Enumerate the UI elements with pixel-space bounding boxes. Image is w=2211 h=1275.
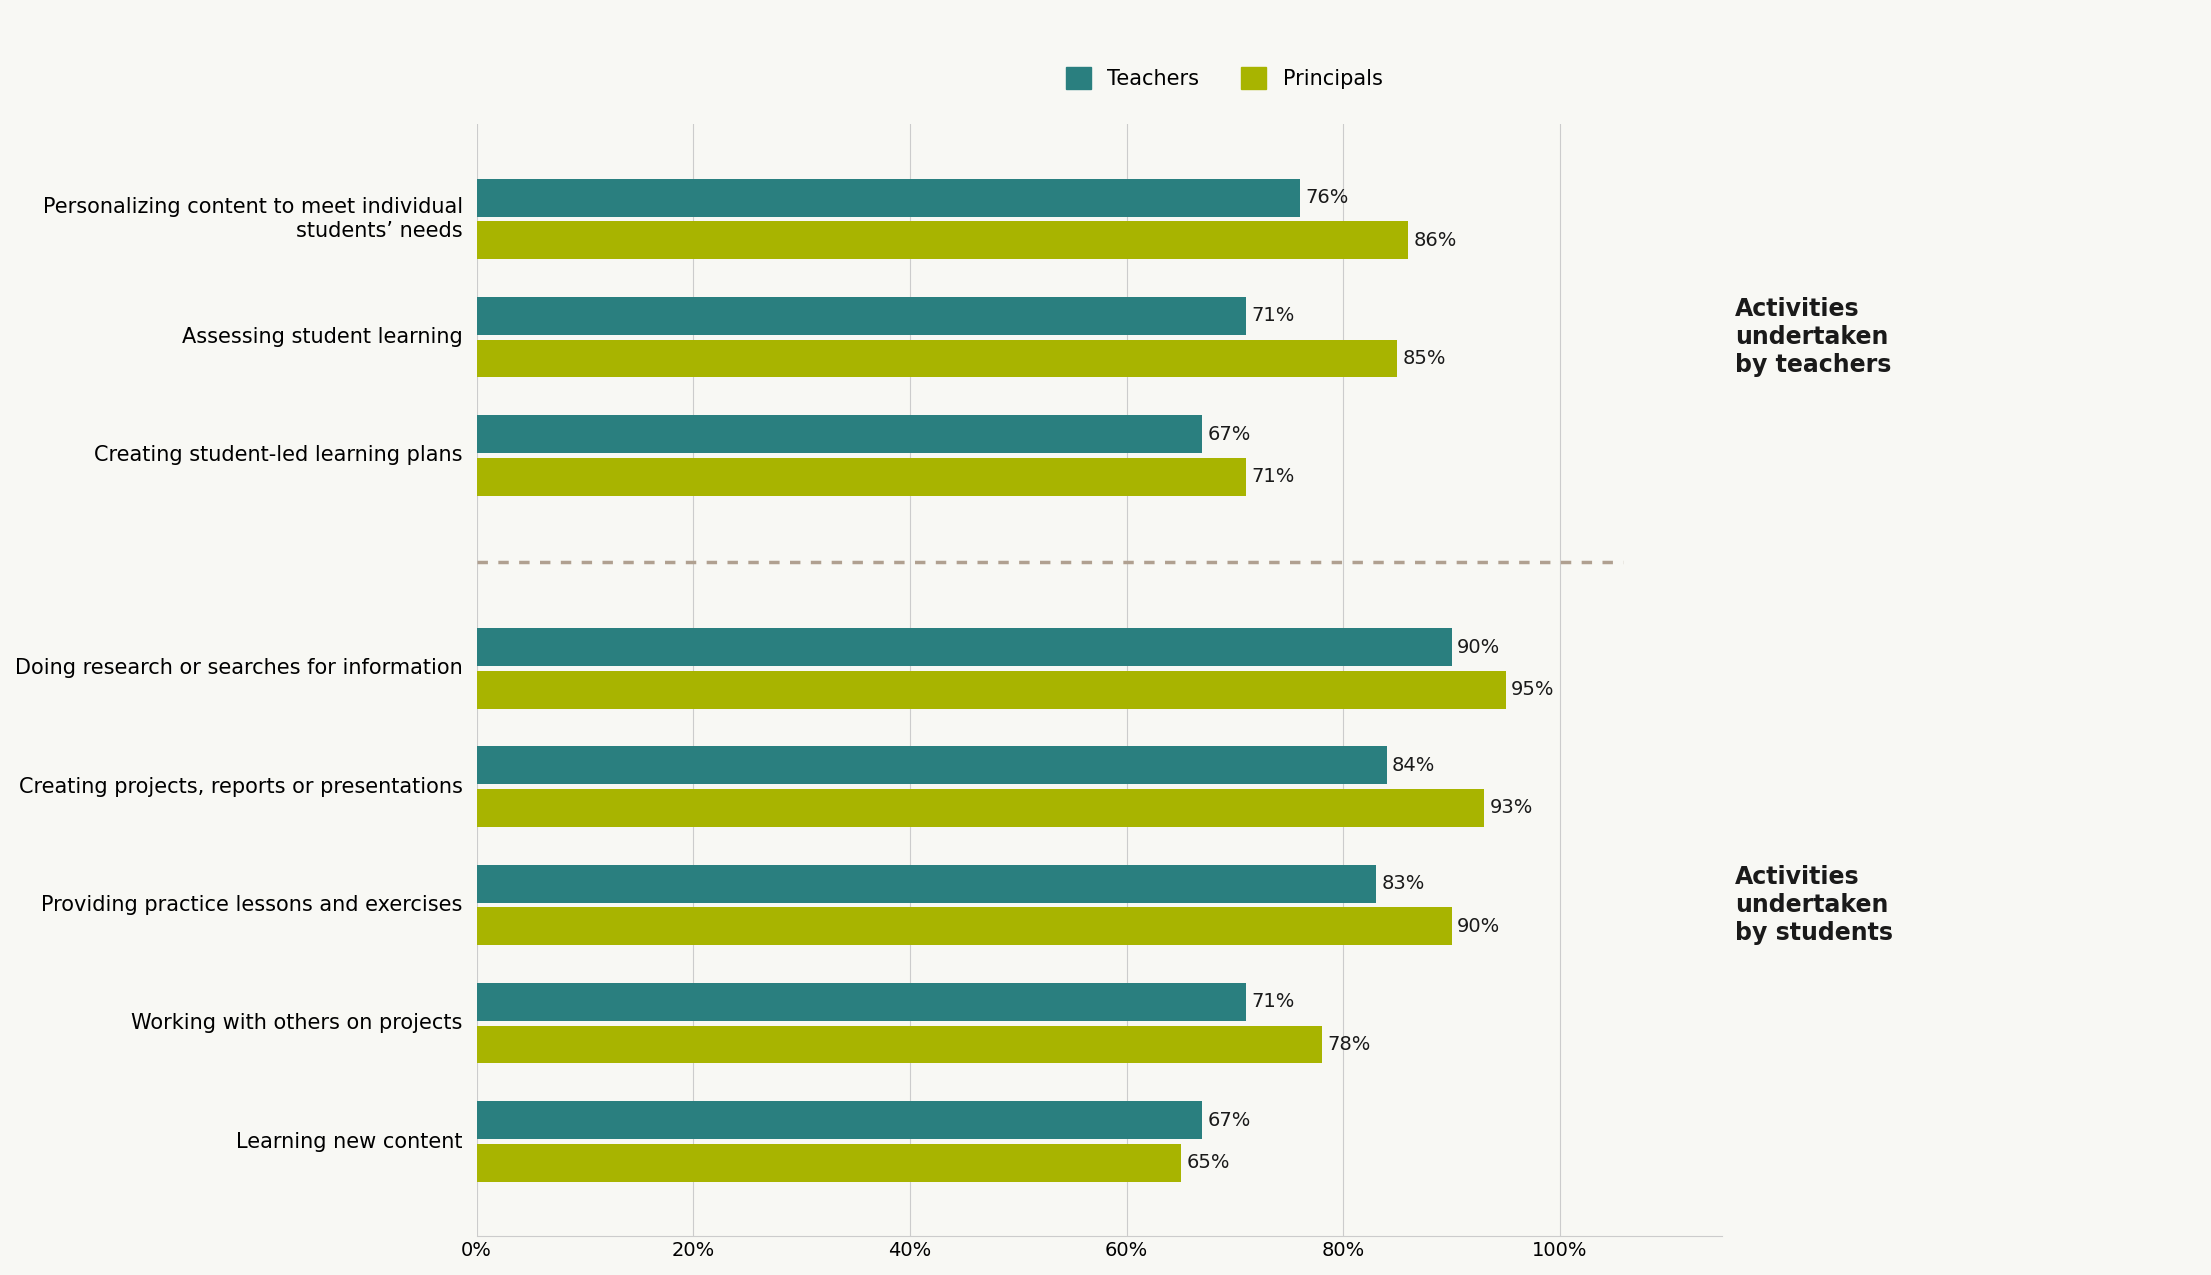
Bar xyxy=(478,789,1484,827)
Legend: Teachers, Principals: Teachers, Principals xyxy=(1055,57,1393,99)
Bar xyxy=(478,908,1453,945)
Text: 67%: 67% xyxy=(1207,425,1251,444)
Text: 93%: 93% xyxy=(1490,798,1532,817)
Text: 71%: 71% xyxy=(1251,467,1293,486)
Text: Activities
undertaken
by teachers: Activities undertaken by teachers xyxy=(1736,297,1890,377)
Text: 90%: 90% xyxy=(1457,638,1501,657)
Text: 90%: 90% xyxy=(1457,917,1501,936)
Text: 85%: 85% xyxy=(1402,349,1446,368)
Bar xyxy=(478,339,1397,377)
Text: 83%: 83% xyxy=(1382,875,1424,894)
Bar xyxy=(478,671,1506,709)
Bar xyxy=(478,1025,1322,1063)
Bar xyxy=(478,416,1203,453)
Text: 86%: 86% xyxy=(1413,231,1457,250)
Text: 71%: 71% xyxy=(1251,306,1293,325)
Text: 67%: 67% xyxy=(1207,1111,1251,1130)
Text: Activities
undertaken
by students: Activities undertaken by students xyxy=(1736,866,1893,945)
Text: 78%: 78% xyxy=(1327,1035,1371,1054)
Bar xyxy=(478,297,1245,335)
Bar xyxy=(478,222,1408,259)
Text: 95%: 95% xyxy=(1510,680,1554,699)
Bar xyxy=(478,1102,1203,1139)
Bar xyxy=(478,179,1300,217)
Bar xyxy=(478,458,1245,496)
Text: 76%: 76% xyxy=(1304,189,1349,207)
Text: 84%: 84% xyxy=(1393,756,1435,775)
Bar xyxy=(478,629,1453,666)
Text: 65%: 65% xyxy=(1185,1154,1229,1172)
Bar xyxy=(478,983,1245,1021)
Bar xyxy=(478,1144,1181,1182)
Text: 71%: 71% xyxy=(1251,992,1293,1011)
Bar xyxy=(478,864,1375,903)
Bar xyxy=(478,746,1386,784)
